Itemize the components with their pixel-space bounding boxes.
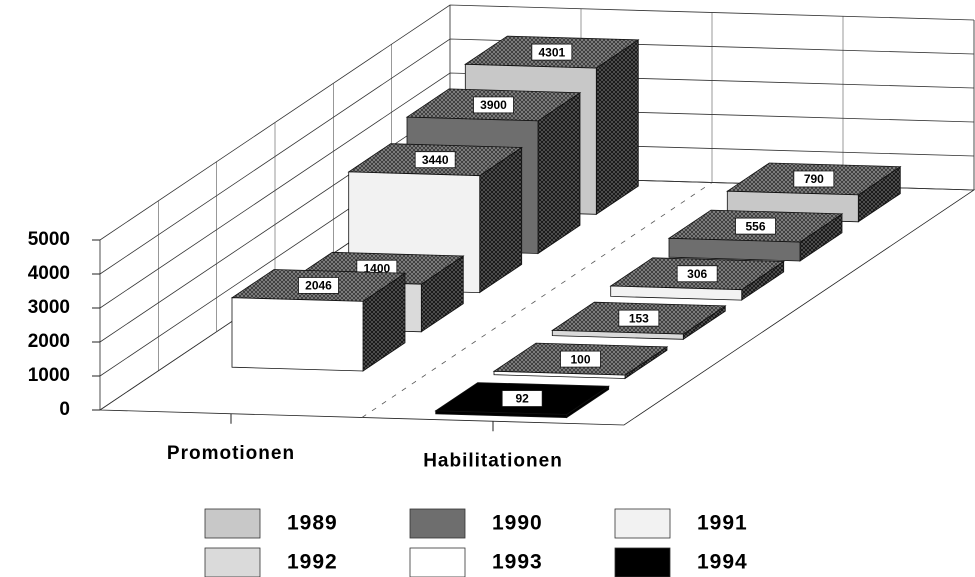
legend-swatch (409, 547, 466, 577)
value-label: 790 (804, 172, 824, 186)
floor-divider (361, 182, 713, 418)
grid-line (99, 38, 975, 275)
legend-label: 1992 (287, 551, 338, 574)
legend-swatch (614, 547, 671, 577)
y-tick-label: 5000 (28, 229, 70, 250)
value-label-box (531, 43, 573, 61)
legend-swatch (204, 547, 261, 577)
value-label-box (735, 217, 776, 235)
value-label-box (473, 96, 514, 114)
value-label-box (618, 309, 660, 327)
value-label-box (298, 277, 339, 294)
x-tick-label: Habilitationen (423, 450, 563, 471)
value-label: 153 (629, 311, 649, 325)
legend: 1989 1990 1991 1992 1993 1994 (204, 508, 748, 577)
bar-front (435, 410, 568, 419)
value-label: 556 (745, 219, 765, 233)
bar-front (668, 237, 801, 262)
y-tick-label: 2000 (28, 331, 70, 352)
y-tick-label: 4000 (28, 263, 70, 284)
x-tick-label: Promotionen (167, 443, 295, 464)
value-label-box (793, 170, 835, 188)
value-label: 92 (515, 392, 529, 406)
legend-label: 1991 (697, 512, 748, 535)
value-label-box (560, 350, 601, 368)
bar-front (551, 329, 684, 340)
bar-front (610, 285, 743, 301)
legend-swatch (409, 508, 466, 539)
legend-swatch (614, 508, 671, 539)
legend-label: 1994 (697, 551, 748, 574)
value-label: 4301 (538, 45, 565, 59)
value-label: 2046 (305, 279, 332, 293)
legend-label: 1989 (287, 512, 338, 535)
axes: 0 1000 2000 3000 4000 5000 Promotionen Habilita… (28, 4, 975, 471)
legend-label: 1990 (492, 512, 543, 535)
value-label-box (414, 151, 456, 169)
y-tick-label: 0 (59, 399, 70, 420)
legend-swatch (204, 508, 261, 539)
y-tick-label: 3000 (28, 297, 70, 318)
legend-label: 1993 (492, 551, 543, 574)
value-label: 306 (687, 267, 707, 281)
value-label-box (501, 390, 543, 407)
value-label-box (676, 265, 718, 283)
grid-line (99, 4, 975, 241)
bar-side (595, 39, 639, 216)
bar-front (493, 370, 626, 379)
bar-front (231, 297, 364, 372)
grid-line (99, 72, 975, 309)
value-label: 3440 (422, 153, 449, 167)
value-label: 100 (570, 352, 590, 366)
value-label: 3900 (480, 98, 507, 112)
y-tick-label: 1000 (28, 365, 70, 386)
